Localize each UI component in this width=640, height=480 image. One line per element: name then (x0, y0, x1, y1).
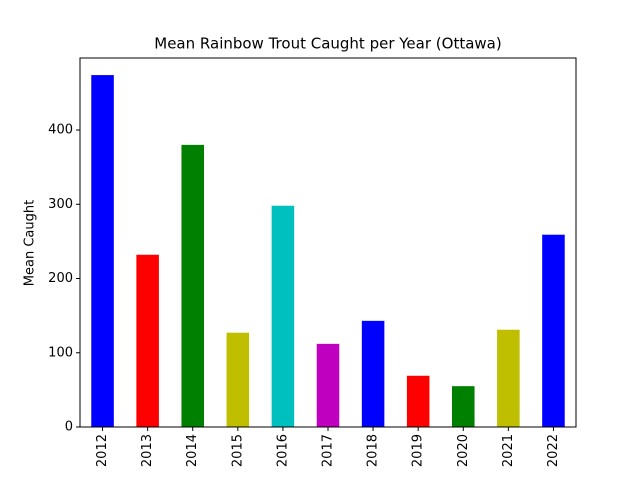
bar (542, 234, 565, 427)
bar (452, 386, 475, 427)
y-axis-label: Mean Caught (23, 200, 38, 286)
bar (271, 205, 295, 427)
bar (91, 75, 114, 427)
x-tick-label: 2014 (185, 434, 200, 467)
x-tick-label: 2020 (456, 434, 471, 467)
x-tick-label: 2017 (321, 434, 336, 467)
x-tick-label: 2021 (501, 434, 516, 467)
x-tick-label: 2018 (366, 434, 381, 467)
bar (361, 320, 385, 427)
x-tick-label: 2016 (275, 434, 290, 467)
plot-frame (79, 57, 577, 428)
y-tick-label: 0 (65, 420, 73, 435)
chart-title: Mean Rainbow Trout Caught per Year (Otta… (154, 35, 501, 53)
x-tick-label: 2013 (140, 434, 155, 467)
bar (497, 329, 520, 427)
bar (316, 343, 340, 427)
bar (181, 144, 204, 428)
y-tick-label: 100 (48, 345, 73, 360)
bar (406, 375, 430, 427)
bar (136, 254, 159, 427)
x-tick-label: 2015 (230, 434, 245, 467)
y-tick-label: 200 (48, 271, 73, 286)
x-tick-label: 2019 (411, 434, 426, 467)
x-tick-label: 2012 (95, 434, 110, 467)
x-tick-label: 2022 (546, 434, 561, 467)
y-tick-label: 400 (48, 123, 73, 138)
bar (226, 332, 250, 427)
y-tick-label: 300 (48, 197, 73, 212)
